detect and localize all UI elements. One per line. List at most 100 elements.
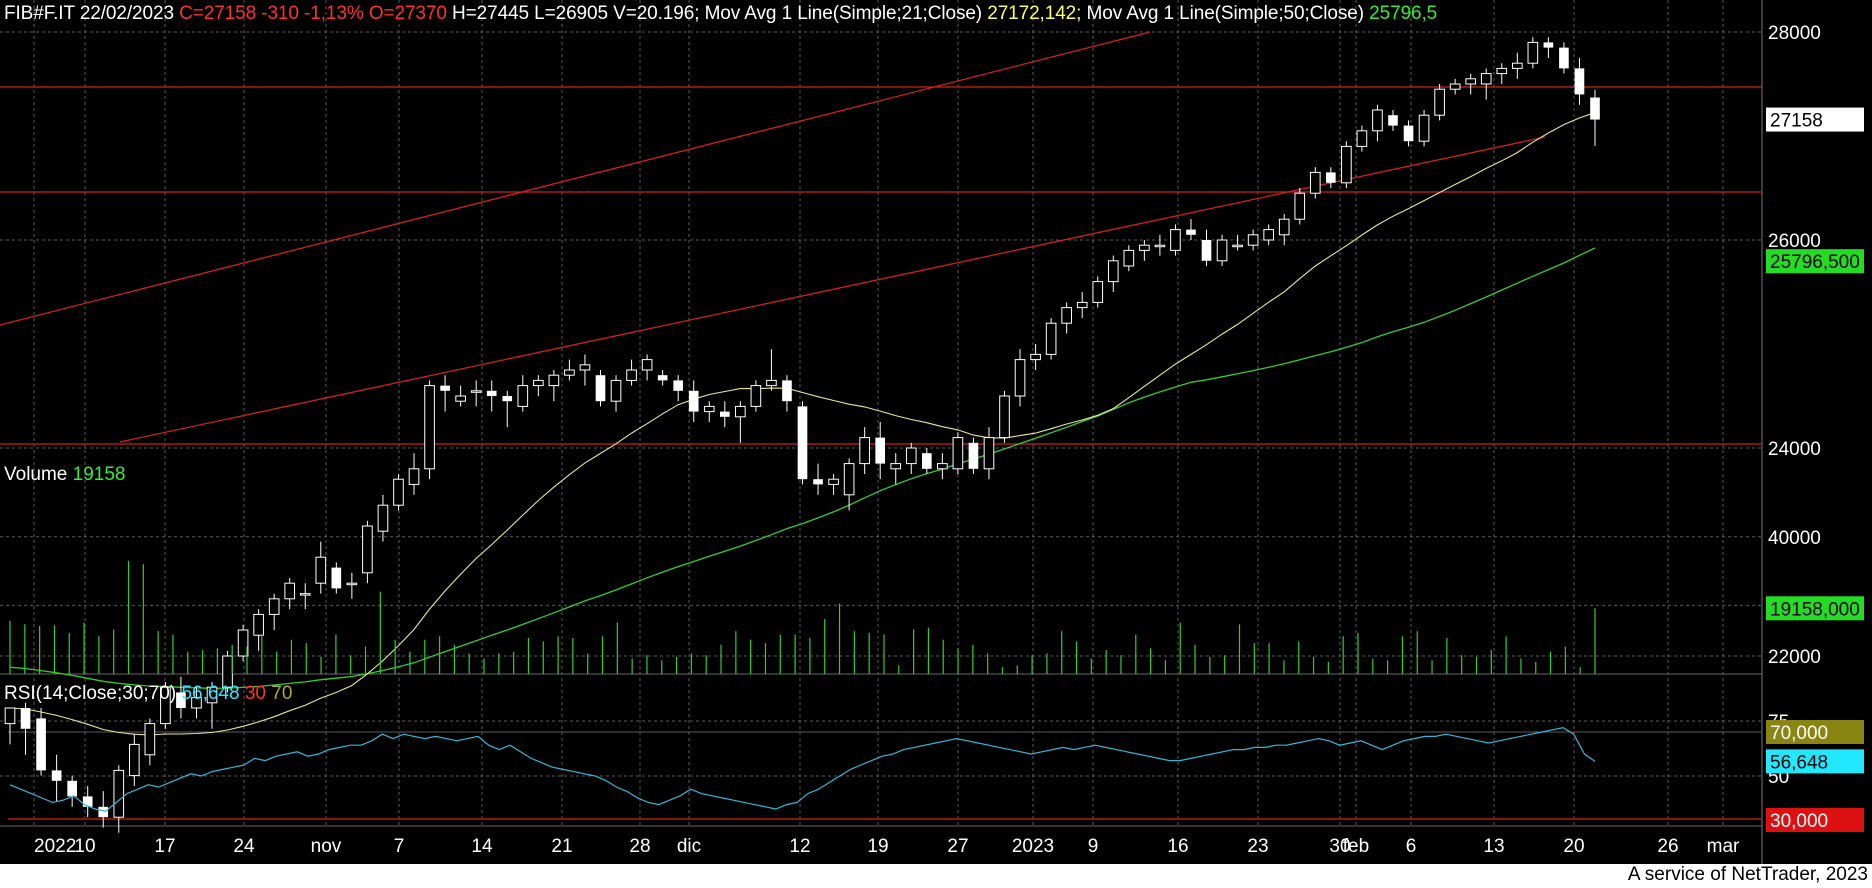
volume-badge: 19158,000 — [1770, 599, 1860, 620]
volume-tick-label: 40000 — [1768, 528, 1821, 549]
candle-body-down — [1388, 115, 1398, 126]
candle-body-down — [968, 442, 979, 469]
chart-header: FIB#F.IT 22/02/2023 C=27158 -310 -1,13% … — [4, 3, 1437, 25]
candle-body-down — [176, 692, 186, 708]
candle-body-up — [1170, 229, 1181, 251]
time-tick-label: 9 — [1088, 836, 1099, 857]
candle-body-down — [1326, 172, 1336, 183]
price-tick-label: 28000 — [1768, 23, 1821, 44]
candle-body-up — [284, 582, 296, 600]
candle-body-down — [673, 380, 684, 391]
candle-body-down — [1403, 125, 1414, 142]
time-tick-label: 21 — [551, 836, 572, 857]
candle-body-up — [937, 463, 948, 470]
high-low-volume-label: H=27445 L=26905 V=20.196; — [446, 3, 700, 24]
candle-body-up — [315, 556, 327, 584]
price-tick-label: 22000 — [1768, 647, 1821, 668]
candle-body-down — [657, 375, 668, 381]
candle-body-up — [1278, 218, 1290, 236]
last-price-badge-bg — [1766, 107, 1864, 132]
candle-body-up — [641, 359, 653, 371]
candle-body-up — [362, 525, 373, 574]
price-tick-label: 26000 — [1768, 231, 1821, 252]
candle-body-up — [1092, 281, 1104, 303]
time-tick-label: 20 — [1563, 836, 1584, 857]
moving-averages — [9, 112, 1596, 736]
candle-body-up — [1263, 229, 1274, 241]
candle-body-up — [1014, 359, 1026, 397]
candle-body-up — [1123, 249, 1135, 267]
rsi-value: 56,648 — [181, 683, 240, 704]
time-tick-label: 26 — [1657, 836, 1678, 857]
candle-body-down — [1574, 68, 1585, 95]
candle-body-up — [237, 629, 249, 657]
candle-body-up — [610, 379, 622, 402]
candle-body-up — [346, 582, 358, 586]
candle-body-down — [921, 453, 932, 469]
candle-body-down — [51, 770, 62, 781]
candle-body-up — [533, 379, 544, 387]
rsi-70-badge: 70,000 — [1770, 723, 1828, 744]
rsi-line — [9, 726, 1596, 812]
candle-body-down — [486, 390, 497, 396]
candle-body-up — [626, 369, 637, 381]
candle-body-up — [890, 463, 902, 470]
candle-body-down — [875, 437, 886, 464]
time-tick-label: 13 — [1483, 836, 1504, 857]
candle-body-up — [859, 437, 870, 465]
candle-body-up — [1356, 130, 1368, 147]
time-tick-label: 24 — [233, 836, 255, 857]
volume-value: 19158 — [72, 464, 126, 485]
axes: 2800026000240002200040000200007550271582… — [34, 23, 1864, 857]
candle-body-up — [735, 405, 746, 418]
candlestick-series — [4, 37, 1600, 833]
time-tick-label: 30 — [1329, 836, 1350, 857]
volume-panel-label: Volume 19158 — [4, 464, 126, 486]
candle-body-up — [1232, 244, 1243, 248]
rsi-badge-bg — [1766, 749, 1864, 774]
candle-body-down — [813, 479, 823, 485]
candle-body-down — [595, 375, 606, 402]
candle-body-up — [299, 593, 311, 596]
candle-body-down — [1543, 42, 1554, 48]
ma21-label: Mov Avg 1 Line(Simple;21;Close) — [699, 3, 983, 24]
footer-bar — [0, 864, 1872, 888]
ma50-badge: 25796,500 — [1770, 252, 1860, 273]
candle-body-down — [1201, 240, 1212, 261]
candle-body-up — [1496, 67, 1508, 75]
candle-body-up — [999, 395, 1010, 439]
candle-body-up — [1527, 41, 1539, 64]
candle-body-up — [1309, 171, 1321, 194]
rsi-30-badge: 30,000 — [1770, 811, 1828, 832]
time-tick-label: dic — [677, 836, 701, 857]
price-tick-label: 24000 — [1768, 439, 1821, 460]
candle-body-down — [782, 380, 792, 402]
lower-channel-line — [119, 136, 1546, 443]
candle-body-up — [1045, 322, 1057, 355]
candle-body-down — [1186, 229, 1196, 235]
time-tick-label: 28 — [629, 836, 650, 857]
time-tick-label: 23 — [1247, 836, 1268, 857]
candle-body-down — [502, 396, 513, 402]
rsi-high-level: 70 — [271, 683, 293, 704]
candle-body-up — [4, 707, 16, 725]
last-price-badge: 27158 — [1770, 111, 1823, 132]
candle-body-up — [1511, 62, 1523, 69]
candle-body-down — [36, 718, 46, 771]
trend-lines — [0, 31, 1762, 820]
candle-body-down — [1559, 47, 1569, 69]
ma50-line — [9, 247, 1596, 689]
grid-lines — [0, 0, 1763, 864]
candle-body-up — [424, 385, 435, 470]
time-tick-label: 17 — [154, 836, 175, 857]
candle-body-up — [1139, 244, 1150, 251]
candle-body-down — [797, 406, 808, 480]
time-tick-label: 6 — [1406, 836, 1417, 857]
time-tick-label: 27 — [947, 836, 968, 857]
candle-body-down — [67, 780, 77, 797]
candle-body-up — [160, 686, 171, 725]
candle-body-up — [1372, 109, 1383, 132]
candle-body-up — [548, 374, 560, 387]
